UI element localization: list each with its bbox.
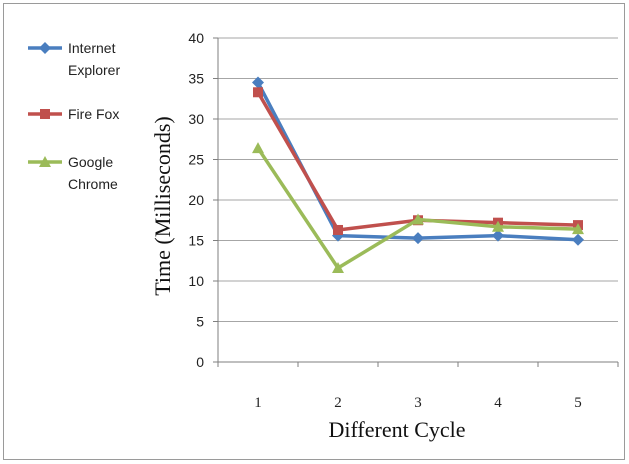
series-group bbox=[252, 76, 584, 274]
y-tick-label: 25 bbox=[188, 152, 204, 168]
data-point bbox=[252, 76, 264, 89]
series-line bbox=[256, 91, 579, 232]
y-tick-label: 30 bbox=[188, 111, 204, 127]
data-point bbox=[492, 229, 504, 242]
legend-label: Fire Fox bbox=[68, 106, 119, 122]
data-point bbox=[412, 232, 424, 245]
data-point bbox=[333, 224, 343, 235]
y-tick-label: 10 bbox=[188, 273, 204, 289]
x-tick-label: 4 bbox=[494, 395, 502, 411]
series-google-chrome bbox=[252, 142, 584, 274]
y-tick-label: 0 bbox=[196, 354, 204, 370]
legend: Internet Explorer Fire Fox Google Chrome bbox=[28, 40, 120, 192]
x-tick-label: 1 bbox=[254, 395, 262, 411]
x-tick-label: 2 bbox=[334, 395, 342, 411]
legend-label: Chrome bbox=[68, 176, 118, 192]
legend-item-fire-fox: Fire Fox bbox=[28, 106, 119, 122]
y-tick-labels: 0 5 10 15 20 25 30 35 40 bbox=[188, 30, 204, 370]
y-tick-label: 35 bbox=[188, 71, 204, 87]
x-tick-label: 3 bbox=[414, 395, 422, 411]
x-axis-title: Different Cycle bbox=[328, 417, 465, 442]
legend-label: Google bbox=[68, 154, 113, 170]
y-tick-label: 15 bbox=[188, 233, 204, 249]
y-tick-label: 5 bbox=[196, 314, 204, 330]
data-point bbox=[253, 87, 263, 98]
x-tick-labels: 1 2 3 4 5 bbox=[254, 395, 582, 411]
data-point bbox=[572, 233, 584, 246]
x-tick-label: 5 bbox=[574, 395, 582, 411]
y-axis-title: Time (Milliseconds) bbox=[150, 116, 175, 295]
legend-item-google-chrome: Google Chrome bbox=[28, 154, 118, 192]
data-point bbox=[572, 223, 584, 235]
data-point bbox=[332, 262, 344, 274]
legend-item-internet-explorer: Internet Explorer bbox=[28, 40, 120, 78]
legend-label: Internet bbox=[68, 40, 116, 56]
gridlines bbox=[218, 37, 618, 322]
data-point bbox=[412, 213, 424, 225]
legend-marker bbox=[39, 156, 51, 167]
y-tick-label: 20 bbox=[188, 192, 204, 208]
data-point bbox=[492, 220, 504, 232]
data-point bbox=[252, 142, 264, 154]
legend-marker bbox=[39, 42, 51, 54]
series-line bbox=[256, 147, 579, 270]
axes bbox=[213, 37, 619, 367]
legend-label: Explorer bbox=[68, 62, 120, 78]
legend-marker bbox=[40, 109, 50, 119]
y-tick-label: 40 bbox=[188, 30, 204, 46]
